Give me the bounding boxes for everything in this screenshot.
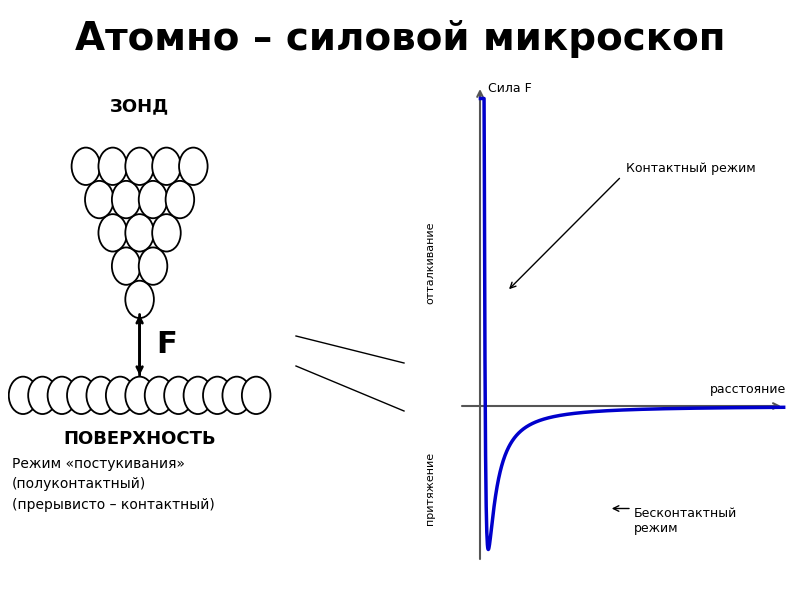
Circle shape xyxy=(203,377,231,414)
Circle shape xyxy=(145,377,174,414)
Circle shape xyxy=(112,181,141,218)
Circle shape xyxy=(98,214,127,251)
Text: расстояние: расстояние xyxy=(710,383,786,396)
Circle shape xyxy=(71,148,100,185)
Text: притяжение: притяжение xyxy=(425,451,435,524)
Circle shape xyxy=(152,214,181,251)
Circle shape xyxy=(67,377,96,414)
Text: F: F xyxy=(157,331,178,359)
Circle shape xyxy=(126,148,154,185)
Circle shape xyxy=(126,377,154,414)
Text: ЗОНД: ЗОНД xyxy=(110,98,170,116)
Circle shape xyxy=(222,377,251,414)
Circle shape xyxy=(126,214,154,251)
Text: отталкивание: отталкивание xyxy=(425,221,435,304)
Circle shape xyxy=(183,377,212,414)
Circle shape xyxy=(9,377,38,414)
Circle shape xyxy=(164,377,193,414)
Text: ПОВЕРХНОСТЬ: ПОВЕРХНОСТЬ xyxy=(63,430,216,448)
Circle shape xyxy=(98,148,127,185)
Circle shape xyxy=(48,377,76,414)
Text: Бесконтактный
режим: Бесконтактный режим xyxy=(634,507,737,535)
Circle shape xyxy=(152,148,181,185)
Circle shape xyxy=(112,247,141,285)
Text: Контактный режим: Контактный режим xyxy=(626,162,755,175)
Circle shape xyxy=(166,181,194,218)
Circle shape xyxy=(242,377,270,414)
Text: Сила F: Сила F xyxy=(488,82,532,95)
Circle shape xyxy=(138,247,167,285)
Circle shape xyxy=(126,281,154,318)
Circle shape xyxy=(138,181,167,218)
Circle shape xyxy=(106,377,134,414)
Circle shape xyxy=(179,148,208,185)
Circle shape xyxy=(86,377,115,414)
Circle shape xyxy=(28,377,57,414)
Circle shape xyxy=(85,181,114,218)
Text: Атомно – силовой микроскоп: Атомно – силовой микроскоп xyxy=(74,20,726,58)
Text: Режим «постукивания»
(полуконтактный)
(прерывисто – контактный): Режим «постукивания» (полуконтактный) (п… xyxy=(12,457,214,512)
